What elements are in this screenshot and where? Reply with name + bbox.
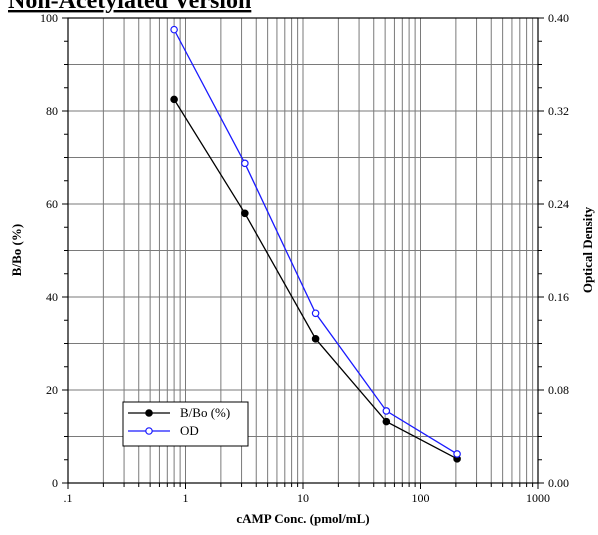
y2-tick-label: 0.32: [548, 104, 569, 118]
y2-tick-label: 0.00: [548, 476, 569, 490]
chart-title: Non-Acetylated Version: [8, 0, 251, 14]
data-point: [311, 309, 320, 318]
data-point: [453, 450, 461, 458]
legend-label: OD: [180, 423, 199, 438]
series-layer: [170, 25, 461, 463]
y2-tick-label: 0.24: [548, 197, 569, 211]
x-axis-label: cAMP Conc. (pmol/mL): [236, 511, 369, 526]
y-tick-label: 0: [52, 476, 58, 490]
data-point: [170, 95, 178, 104]
legend-label: B/Bo (%): [180, 405, 230, 420]
x-tick-label: 100: [412, 491, 430, 505]
x-tick-label: 1: [183, 491, 189, 505]
y-tick-label: 100: [40, 11, 58, 25]
legend-box: [122, 401, 249, 447]
legend-marker: [145, 427, 153, 435]
data-point: [241, 159, 249, 168]
y2-tick-label: 0.40: [548, 11, 569, 25]
y-tick-label: 60: [46, 197, 58, 211]
data-point: [311, 335, 320, 343]
data-point: [382, 417, 391, 426]
x-tick-label: .1: [64, 491, 73, 505]
data-point: [382, 407, 391, 415]
legend: B/Bo (%) OD: [122, 401, 249, 447]
legend-marker: [145, 409, 153, 417]
plot-frame: [67, 17, 539, 484]
y-tick-label: 20: [46, 383, 58, 397]
x-tick-label: 10: [297, 491, 309, 505]
data-point: [170, 25, 178, 34]
axis-ticks: .1 1 10 100 1000 0 20 40 60 80 100 0.00 0.08 0.16 0.24…: [40, 11, 569, 505]
y2-axis-label: Optical Density: [580, 206, 595, 293]
y-axis-label: B/Bo (%): [9, 224, 24, 276]
y-tick-label: 80: [46, 104, 58, 118]
y-tick-label: 40: [46, 290, 58, 304]
data-point: [241, 209, 249, 218]
y2-tick-label: 0.16: [548, 290, 569, 304]
x-tick-label: 1000: [526, 491, 550, 505]
y2-tick-label: 0.08: [548, 383, 569, 397]
